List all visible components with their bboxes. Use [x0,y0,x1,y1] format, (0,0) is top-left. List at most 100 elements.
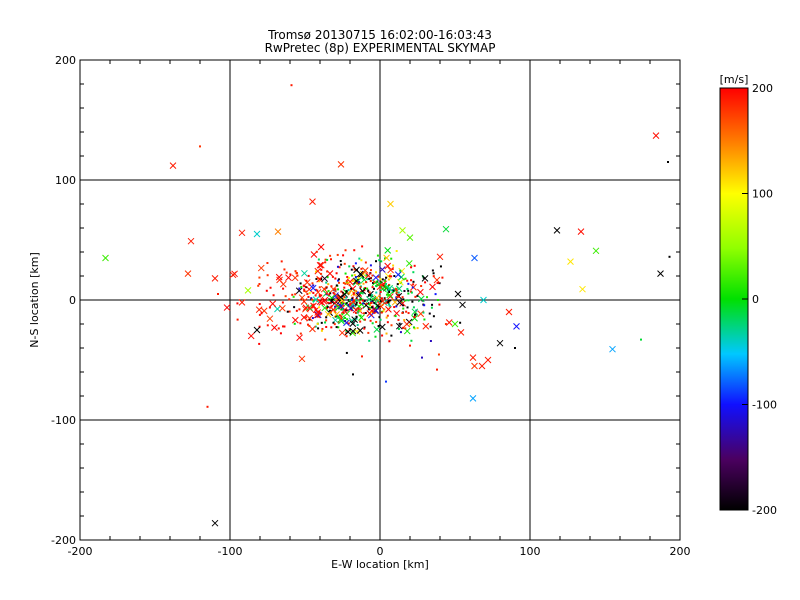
data-point-x [266,315,274,323]
data-point-dot [349,303,352,306]
data-point-dot [438,303,441,306]
data-point-dot [436,368,438,371]
data-point-dot [311,304,314,307]
data-point-x [321,304,329,312]
data-point-dot [369,306,372,309]
data-point-x [379,297,387,305]
data-point-dot [432,315,435,318]
data-point-dot [426,296,429,299]
data-point-x [577,228,585,235]
data-point-dot [295,309,298,312]
data-point-x [459,301,466,309]
data-point-dot [345,351,348,354]
data-point-dot [325,325,328,328]
data-point-dot [388,275,391,278]
colorbar-tick-label: -200 [752,504,777,517]
data-point-dot [286,310,289,313]
data-point-dot [305,290,308,293]
data-point-x [442,225,450,233]
data-point-dot [404,277,407,280]
data-point-dot [373,302,376,305]
data-point-dot [380,300,383,303]
data-point-dot [385,380,387,383]
data-point-x [291,274,299,282]
data-point-dot [347,289,350,292]
data-point-x [469,395,477,402]
data-point-dot [206,405,209,408]
data-point-dot [429,325,432,328]
chart-subtitle: RwPretec (8p) EXPERIMENTAL SKYMAP [264,41,496,55]
data-point-dot [393,274,396,277]
data-point-dot [369,269,372,272]
data-point-dot [369,272,372,275]
data-point-dot [326,276,329,279]
data-point-dot [268,306,271,309]
data-point-x [387,200,394,208]
data-point-dot [345,280,348,283]
data-point-dot [324,258,327,261]
data-point-dot [312,284,315,287]
data-point-dot [317,327,320,330]
data-point-dot [359,309,362,312]
data-point-dot [339,260,342,263]
data-point-dot [361,299,364,302]
data-point-dot [355,317,358,320]
data-point-x [329,306,337,314]
data-point-x [211,275,219,282]
data-point-dot [361,277,364,280]
data-point-dot [365,281,368,284]
data-point-dot [346,318,349,321]
data-point-dot [385,286,388,289]
data-point-dot [395,289,398,292]
data-point-x [373,326,381,333]
data-point-dot [326,305,329,308]
data-point-dot [363,326,366,329]
data-point-dot [373,311,376,314]
data-point-dot [411,286,414,289]
data-point-dot [436,299,439,302]
data-point-x [383,254,390,262]
data-point-x [406,234,414,241]
data-point-dot [356,311,359,314]
data-point-dot [394,315,397,318]
data-point-dot [320,321,323,324]
data-point-x [399,227,406,234]
data-point-dot [311,317,314,320]
data-point-dot [360,259,363,262]
data-point-dot [371,286,374,289]
data-point-dot [459,321,462,324]
data-point-dot [303,288,306,291]
data-point-dot [357,309,360,312]
data-point-dot [284,295,287,298]
data-point-dot [395,305,398,308]
data-point-dot [366,287,369,290]
data-point-x [255,306,263,314]
data-point-x [253,326,261,334]
data-point-x [300,298,308,305]
data-point-dot [266,274,269,277]
data-point-dot [378,316,381,319]
data-point-dot [379,318,382,321]
colorbar-tick-label: 0 [752,293,759,306]
data-point-dot [402,304,405,307]
data-point-dot [431,269,434,272]
data-point-dot [363,299,366,302]
data-point-x [274,228,282,235]
data-point-x [314,267,322,275]
data-point-dot [320,294,323,297]
data-point-x [395,322,403,330]
data-point-x [279,304,286,312]
data-point-x [387,266,394,274]
data-point-dot [420,285,423,288]
data-point-dot [380,297,383,300]
data-point-dot [340,290,343,293]
data-point-dot [335,272,338,275]
data-point-dot [388,304,391,307]
data-point-x [385,306,392,313]
data-point-dot [311,282,314,285]
data-point-dot [305,279,308,282]
data-point-dot [407,282,410,285]
data-point-dot [363,327,366,330]
data-point-dot [388,291,391,294]
data-point-dot [330,305,333,308]
